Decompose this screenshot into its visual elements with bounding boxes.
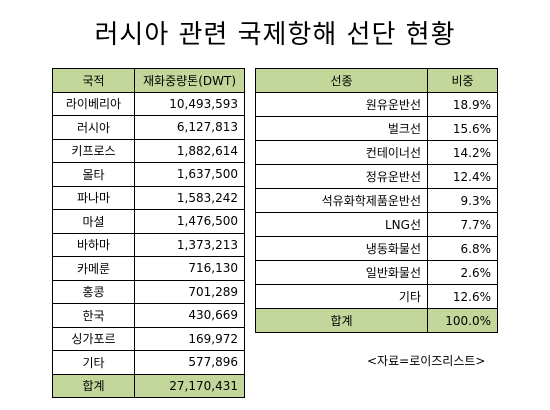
row-value-cell: 2.6%: [427, 260, 498, 285]
row-label-cell: 정유운반선: [255, 164, 428, 189]
row-label-cell: LNG선: [255, 212, 428, 237]
table-header-row: 선종 비중: [255, 68, 498, 93]
row-label-cell: 냉동화물선: [255, 236, 428, 261]
total-value-cell: 100.0%: [427, 308, 498, 333]
row-value-cell: 12.6%: [427, 284, 498, 309]
row-value-cell: 10,493,593: [134, 91, 245, 116]
ship-type-share-table: 선종 비중 원유운반선 18.9% 벌크선 15.6% 컨테이너선 14.2% 정유운반선 1…: [255, 68, 498, 333]
table-row: 홍콩 701,289: [52, 279, 245, 304]
row-value-cell: 1,637,500: [134, 162, 245, 187]
total-row: 합계 27,170,431: [52, 373, 245, 398]
row-label-cell: 파나마: [52, 185, 135, 210]
total-value-cell: 27,170,431: [134, 373, 245, 398]
column-header-ship-type: 선종: [255, 68, 428, 93]
row-label-cell: 홍콩: [52, 279, 135, 304]
row-value-cell: 169,972: [134, 326, 245, 351]
total-row: 합계 100.0%: [255, 308, 498, 333]
dwt-by-flag-table: 국적 재화중량톤(DWT) 라이베리아 10,493,593 러시아 6,127,81…: [52, 68, 245, 398]
row-label-cell: 바하마: [52, 232, 135, 257]
source-note: <자료=로이즈리스트>: [367, 354, 486, 368]
table-row: 마셜 1,476,500: [52, 209, 245, 234]
row-value-cell: 6,127,813: [134, 115, 245, 140]
table-row: 기타 12.6%: [255, 284, 498, 309]
column-header-share: 비중: [427, 68, 498, 93]
table-row: 키프로스 1,882,614: [52, 138, 245, 163]
row-value-cell: 701,289: [134, 279, 245, 304]
table-row: 정유운반선 12.4%: [255, 164, 498, 189]
table-row: 벌크선 15.6%: [255, 116, 498, 141]
row-label-cell: 한국: [52, 303, 135, 328]
total-label-cell: 합계: [255, 308, 428, 333]
row-label-cell: 마셜: [52, 209, 135, 234]
total-label-cell: 합계: [52, 373, 135, 398]
table-row: 석유화학제품운반선 9.3%: [255, 188, 498, 213]
row-value-cell: 7.7%: [427, 212, 498, 237]
row-value-cell: 9.3%: [427, 188, 498, 213]
row-value-cell: 14.2%: [427, 140, 498, 165]
table-header-row: 국적 재화중량톤(DWT): [52, 68, 245, 93]
table-row: 러시아 6,127,813: [52, 115, 245, 140]
row-label-cell: 일반화물선: [255, 260, 428, 285]
row-value-cell: 577,896: [134, 350, 245, 375]
table-row: 원유운반선 18.9%: [255, 92, 498, 117]
table-row: 카메룬 716,130: [52, 256, 245, 281]
table-row: 파나마 1,583,242: [52, 185, 245, 210]
row-label-cell: 기타: [52, 350, 135, 375]
column-header-dwt: 재화중량톤(DWT): [134, 68, 245, 93]
table-row: 냉동화물선 6.8%: [255, 236, 498, 261]
row-label-cell: 몰타: [52, 162, 135, 187]
row-label-cell: 러시아: [52, 115, 135, 140]
row-label-cell: 싱가포르: [52, 326, 135, 351]
row-value-cell: 6.8%: [427, 236, 498, 261]
row-label-cell: 기타: [255, 284, 428, 309]
row-label-cell: 카메룬: [52, 256, 135, 281]
row-label-cell: 컨테이너선: [255, 140, 428, 165]
table-row: 몰타 1,637,500: [52, 162, 245, 187]
table-row: 기타 577,896: [52, 350, 245, 375]
row-value-cell: 716,130: [134, 256, 245, 281]
table-row: 싱가포르 169,972: [52, 326, 245, 351]
row-label-cell: 석유화학제품운반선: [255, 188, 428, 213]
row-value-cell: 1,373,213: [134, 232, 245, 257]
table-row: 라이베리아 10,493,593: [52, 91, 245, 116]
row-value-cell: 430,669: [134, 303, 245, 328]
row-label-cell: 키프로스: [52, 138, 135, 163]
row-value-cell: 12.4%: [427, 164, 498, 189]
row-value-cell: 1,476,500: [134, 209, 245, 234]
table-row: 컨테이너선 14.2%: [255, 140, 498, 165]
table-row: LNG선 7.7%: [255, 212, 498, 237]
row-value-cell: 1,882,614: [134, 138, 245, 163]
row-value-cell: 15.6%: [427, 116, 498, 141]
row-value-cell: 1,583,242: [134, 185, 245, 210]
table-row: 바하마 1,373,213: [52, 232, 245, 257]
row-label-cell: 라이베리아: [52, 91, 135, 116]
row-label-cell: 벌크선: [255, 116, 428, 141]
column-header-flag: 국적: [52, 68, 135, 93]
page-title: 러시아 관련 국제항해 선단 현황: [94, 20, 456, 50]
table-row: 일반화물선 2.6%: [255, 260, 498, 285]
table-row: 한국 430,669: [52, 303, 245, 328]
row-value-cell: 18.9%: [427, 92, 498, 117]
row-label-cell: 원유운반선: [255, 92, 428, 117]
